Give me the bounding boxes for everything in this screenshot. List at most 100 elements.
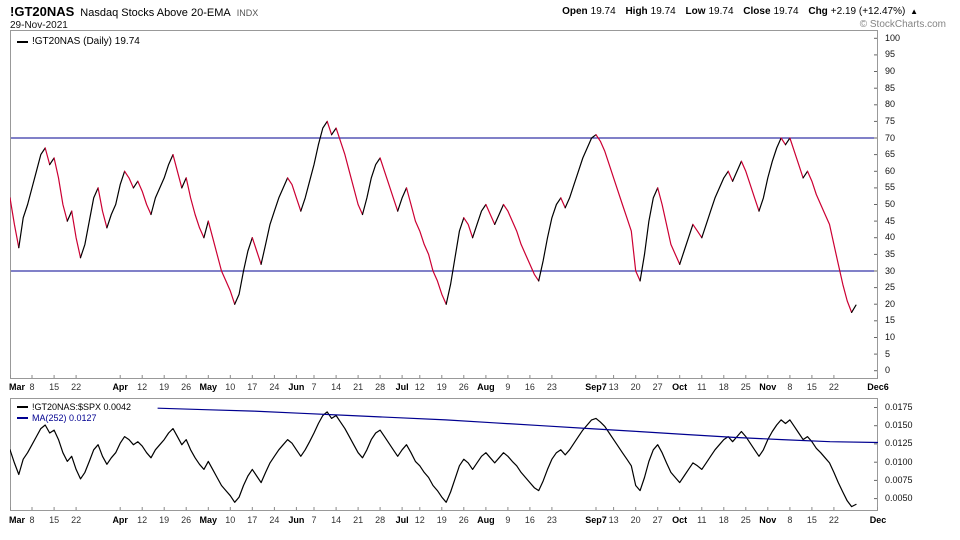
y-axis-label: 75 <box>885 115 896 126</box>
x-axis-label: 27 <box>652 515 663 525</box>
y-axis-label: 0 <box>885 365 891 376</box>
x-axis-label: 26 <box>458 382 469 392</box>
x-axis-label: Apr <box>112 382 128 392</box>
y-axis-label: 35 <box>885 248 896 259</box>
x-axis-label: 15 <box>49 382 60 392</box>
price-line-segment <box>780 137 787 146</box>
price-line-segment <box>49 157 55 166</box>
y-axis-label: 5 <box>885 348 891 359</box>
x-axis-label: Jun <box>288 515 305 525</box>
ratio-plot-border <box>10 398 878 511</box>
price-line-swatch <box>17 40 28 43</box>
price-line-segment <box>331 127 337 136</box>
close-label: Close <box>743 6 771 17</box>
x-axis-label: 19 <box>436 382 447 392</box>
ratio-y-axis: 0.0175 0.0150 0.0125 0.0100 0.0075 0.0050 <box>880 398 928 511</box>
y-axis-label: 0.0075 <box>885 474 913 485</box>
x-axis-label: 26 <box>181 382 192 392</box>
x-axis-label: 27 <box>652 382 663 392</box>
y-axis-label: 30 <box>885 265 896 276</box>
x-axis-label: 24 <box>269 382 280 392</box>
price-line-segment <box>251 237 262 265</box>
price-line-segment <box>472 203 487 239</box>
change-label: Chg <box>808 6 828 17</box>
x-axis-label: 19 <box>436 515 447 525</box>
x-axis-label: 21 <box>353 515 364 525</box>
price-line-segment <box>727 170 734 182</box>
x-axis-label: 18 <box>718 382 729 392</box>
symbol-title: !GT20NAS <box>10 4 75 19</box>
x-axis-label: 25 <box>740 515 751 525</box>
main-plot-border <box>10 30 878 379</box>
x-axis-label: 14 <box>331 382 342 392</box>
y-axis-label: 0.0150 <box>885 420 913 431</box>
price-line-segment <box>692 223 703 239</box>
x-axis-label: May <box>199 515 218 525</box>
y-axis-label: 10 <box>885 332 896 342</box>
price-line-segment <box>560 197 566 209</box>
y-axis-label: 100 <box>885 32 901 43</box>
price-line-segment <box>181 177 187 189</box>
y-axis-label: 40 <box>885 232 896 243</box>
stockcharts-credit-link[interactable]: © StockCharts.com <box>859 19 946 30</box>
exchange-label: INDX <box>236 8 259 18</box>
price-line-segment <box>802 170 809 179</box>
y-axis-label: 0.0175 <box>885 402 913 412</box>
price-line-segment <box>234 237 253 305</box>
price-line-segment <box>203 220 209 239</box>
y-axis-label: 80 <box>885 99 896 110</box>
price-line-segment <box>132 180 139 189</box>
x-axis-label: 20 <box>630 515 641 525</box>
x-axis-label: Oct <box>672 382 688 392</box>
x-axis-label: 18 <box>718 515 729 525</box>
x-axis-label: Nov <box>759 515 777 525</box>
y-axis-label: 0.0050 <box>885 493 913 504</box>
price-line-segment <box>639 187 659 282</box>
y-axis-label: 85 <box>885 82 896 93</box>
x-axis-label: 15 <box>806 382 817 392</box>
x-axis-label: Apr <box>112 515 128 525</box>
x-axis-label: Aug <box>477 382 495 392</box>
x-axis-label: 16 <box>524 515 535 525</box>
ratio-chart <box>10 398 878 511</box>
ratio-legend: !GT20NAS:$SPX 0.0042 <box>17 402 131 412</box>
price-line-segment <box>79 187 99 259</box>
price-line-segment <box>44 147 51 166</box>
main-legend-label: !GT20NAS (Daily) 19.74 <box>32 36 140 47</box>
x-axis-label: 9 <box>505 515 511 525</box>
x-axis-label: 26 <box>458 515 469 525</box>
x-axis-label: 8 <box>787 515 793 525</box>
x-axis-label: 15 <box>49 515 60 525</box>
main-chart-legend: !GT20NAS (Daily) 19.74 <box>17 36 140 47</box>
y-axis-label: 55 <box>885 182 896 193</box>
main-x-axis: Mar 8 15 22 Apr 12 19 26 May 10 17 24 Jun 7 14 21 28 Jul 1… <box>9 381 890 394</box>
x-axis-label: 12 <box>137 382 148 392</box>
x-axis-label: 16 <box>524 382 535 392</box>
price-line-segment <box>740 160 760 212</box>
high-value: 19.74 <box>650 6 676 17</box>
x-axis-label: 8 <box>787 382 793 392</box>
price-line-segment <box>564 134 597 209</box>
price-line-segment <box>326 120 333 136</box>
ma-legend: MA(252) 0.0127 <box>17 413 97 423</box>
price-line-segment <box>850 304 857 313</box>
x-axis-label: 12 <box>414 382 425 392</box>
x-axis-label: 11 <box>697 382 707 392</box>
x-axis-label: 22 <box>71 382 82 392</box>
price-line-segment <box>207 220 236 305</box>
ratio-legend-label: !GT20NAS:$SPX 0.0042 <box>32 402 132 412</box>
price-line-segment <box>10 411 857 508</box>
ma-legend-label: MA(252) 0.0127 <box>32 413 97 423</box>
price-line-segment <box>335 127 364 216</box>
x-axis-label: Dec <box>869 515 887 525</box>
x-axis-label: 8 <box>29 382 35 392</box>
y-axis-label: 45 <box>885 215 896 226</box>
y-axis-label: 70 <box>885 132 896 143</box>
y-axis-label: 50 <box>885 199 896 209</box>
x-axis-label: 20 <box>630 382 641 392</box>
x-axis-label: 19 <box>159 382 170 392</box>
y-axis-label: 95 <box>885 49 896 60</box>
change-value: +2.19 (+12.47%) <box>830 6 906 17</box>
ratio-x-axis: Mar 8 15 22 Apr 12 19 26 May 10 17 24 Jun 7 14 21 28 Jul 1… <box>9 514 890 527</box>
price-line-segment <box>758 137 782 212</box>
